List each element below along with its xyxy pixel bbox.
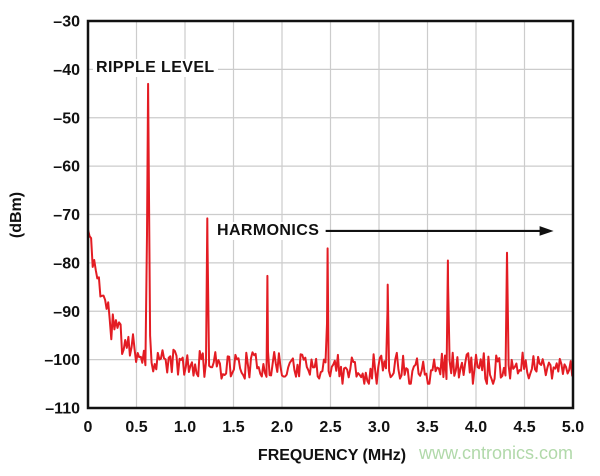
watermark-text: www.cntronics.com — [419, 443, 574, 463]
x-tick-label: 2.0 — [271, 419, 293, 436]
y-tick-label: –80 — [53, 255, 80, 272]
y-tick-label: –50 — [53, 110, 80, 127]
y-tick-label: –60 — [53, 159, 80, 176]
x-axis-title: FREQUENCY (MHz) — [257, 447, 407, 464]
x-tick-label: 3.0 — [368, 419, 390, 436]
y-tick-label: –100 — [44, 352, 80, 369]
plot-frame — [86, 19, 575, 410]
x-tick-label: 3.5 — [416, 419, 438, 436]
y-axis-title: (dBm) — [8, 191, 25, 239]
x-tick-label: 5.0 — [562, 419, 584, 436]
harmonics-arrow-head — [539, 226, 554, 236]
x-tick-label: 1.5 — [222, 419, 244, 436]
y-tick-label: –90 — [53, 304, 80, 321]
x-tick-label: 0.5 — [125, 419, 147, 436]
x-tick-label: 1.0 — [174, 419, 196, 436]
y-tick-label: –30 — [53, 14, 80, 31]
harmonics-annotation: HARMONICS — [214, 222, 323, 240]
x-tick-label: 0 — [84, 419, 93, 436]
spectrum-trace — [87, 82, 574, 385]
y-tick-label: –70 — [53, 207, 80, 224]
x-tick-label: 4.5 — [513, 419, 535, 436]
ripple-level-annotation: RIPPLE LEVEL — [93, 59, 218, 77]
x-tick-label: 4.0 — [465, 419, 487, 436]
y-tick-label: –40 — [53, 62, 80, 79]
y-tick-label: –110 — [45, 401, 80, 418]
x-tick-label: 2.5 — [319, 419, 341, 436]
